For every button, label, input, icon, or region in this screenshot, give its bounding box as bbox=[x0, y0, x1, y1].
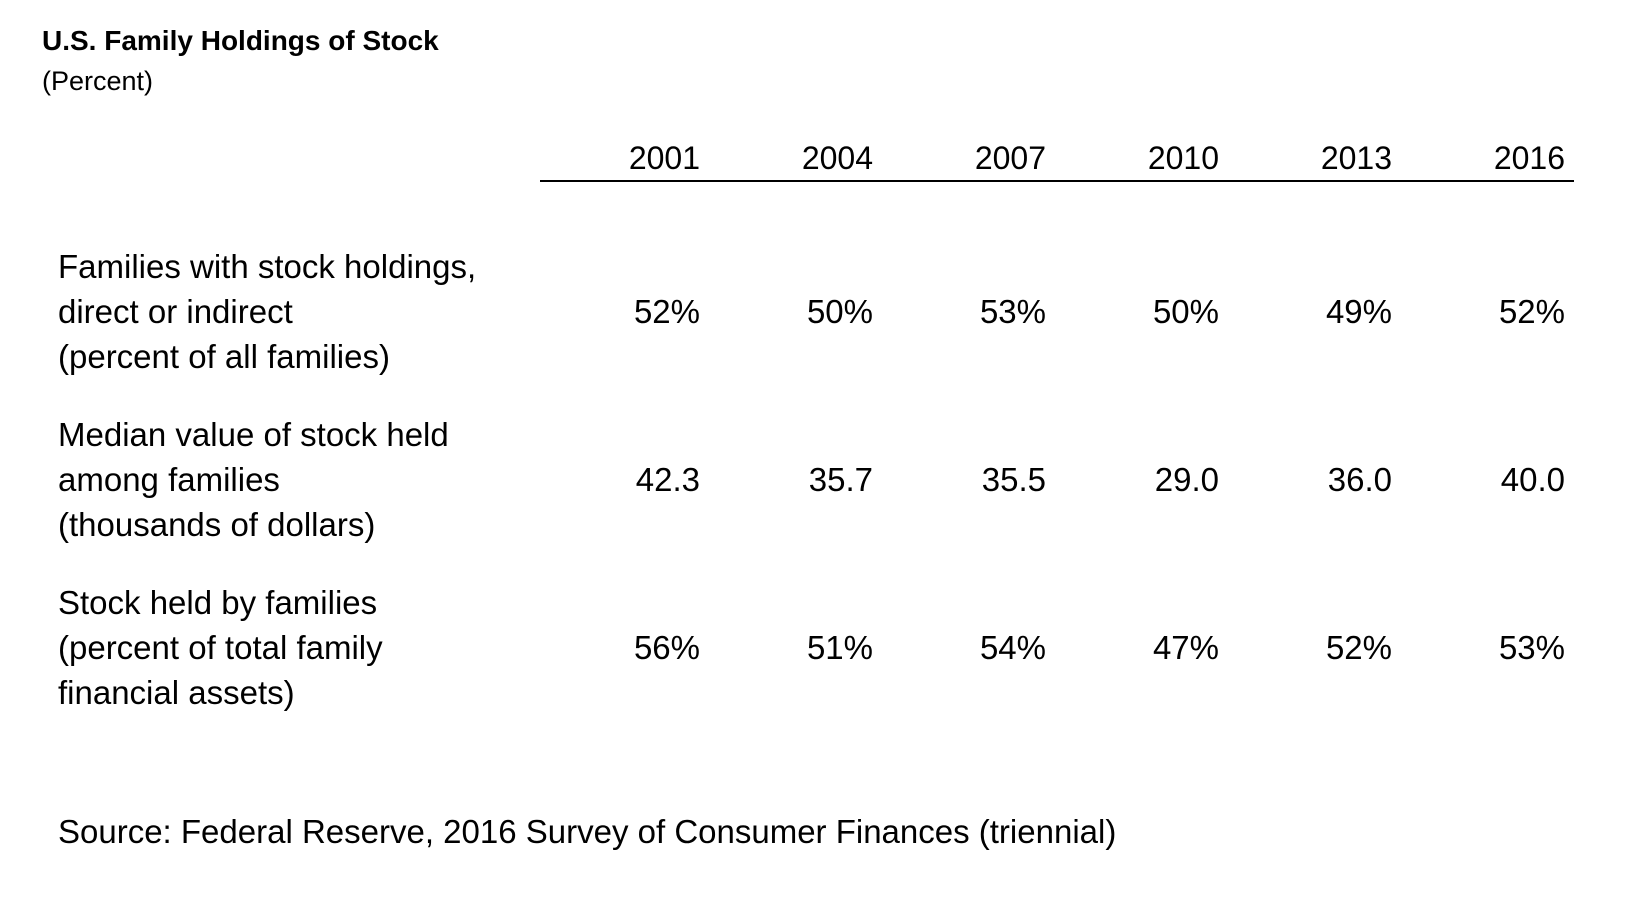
table-cell-2007: 54% bbox=[979, 629, 1046, 666]
row-label-line: Median value of stock held bbox=[58, 416, 449, 453]
column-header-2010: 2010 bbox=[1147, 140, 1219, 176]
row-label-line: Families with stock holdings, bbox=[58, 248, 477, 285]
row-label-line: (percent of total family bbox=[58, 629, 383, 666]
column-header-2004: 2004 bbox=[801, 140, 873, 176]
column-header-2016: 2016 bbox=[1493, 140, 1565, 176]
row-label-line: Stock held by families bbox=[58, 584, 378, 621]
table-cell-2004: 50% bbox=[806, 293, 873, 330]
table-title: U.S. Family Holdings of Stock bbox=[42, 25, 439, 56]
table-cell-2010: 47% bbox=[1152, 629, 1219, 666]
table-cell-2004: 51% bbox=[806, 629, 873, 666]
table-cell-2001: 56% bbox=[633, 629, 700, 666]
table-cell-2007: 53% bbox=[979, 293, 1046, 330]
table-cell-2001: 52% bbox=[633, 293, 700, 330]
row-label-line: among families bbox=[58, 461, 280, 498]
table-cell-2007: 35.5 bbox=[981, 461, 1046, 498]
source-note: Source: Federal Reserve, 2016 Survey of … bbox=[58, 813, 1117, 850]
table-cell-2016: 52% bbox=[1498, 293, 1565, 330]
column-header-2013: 2013 bbox=[1320, 140, 1392, 176]
table-cell-2013: 36.0 bbox=[1327, 461, 1392, 498]
row-label: Families with stock holdings, direct or i… bbox=[58, 244, 528, 379]
table-cell-2013: 52% bbox=[1325, 629, 1392, 666]
table-cell-2004: 35.7 bbox=[808, 461, 873, 498]
row-label-line: (percent of all families) bbox=[58, 338, 390, 375]
row-label: Median value of stock held among families… bbox=[58, 412, 528, 547]
row-label-line: financial assets) bbox=[58, 674, 295, 711]
table-cell-2013: 49% bbox=[1325, 293, 1392, 330]
table-cell-2001: 42.3 bbox=[635, 461, 700, 498]
table-cell-2010: 29.0 bbox=[1154, 461, 1219, 498]
row-label: Stock held by families (percent of total … bbox=[58, 580, 528, 715]
column-header-2001: 2001 bbox=[628, 140, 700, 176]
column-header-row: 2001 2004 2007 2010 2013 2016 bbox=[540, 138, 1574, 182]
row-label-line: (thousands of dollars) bbox=[58, 506, 376, 543]
table-cell-2016: 53% bbox=[1498, 629, 1565, 666]
table-cell-2010: 50% bbox=[1152, 293, 1219, 330]
table-cell-2016: 40.0 bbox=[1500, 461, 1565, 498]
column-header-2007: 2007 bbox=[974, 140, 1046, 176]
table-subtitle: (Percent) bbox=[42, 66, 154, 96]
row-label-line: direct or indirect bbox=[58, 293, 293, 330]
